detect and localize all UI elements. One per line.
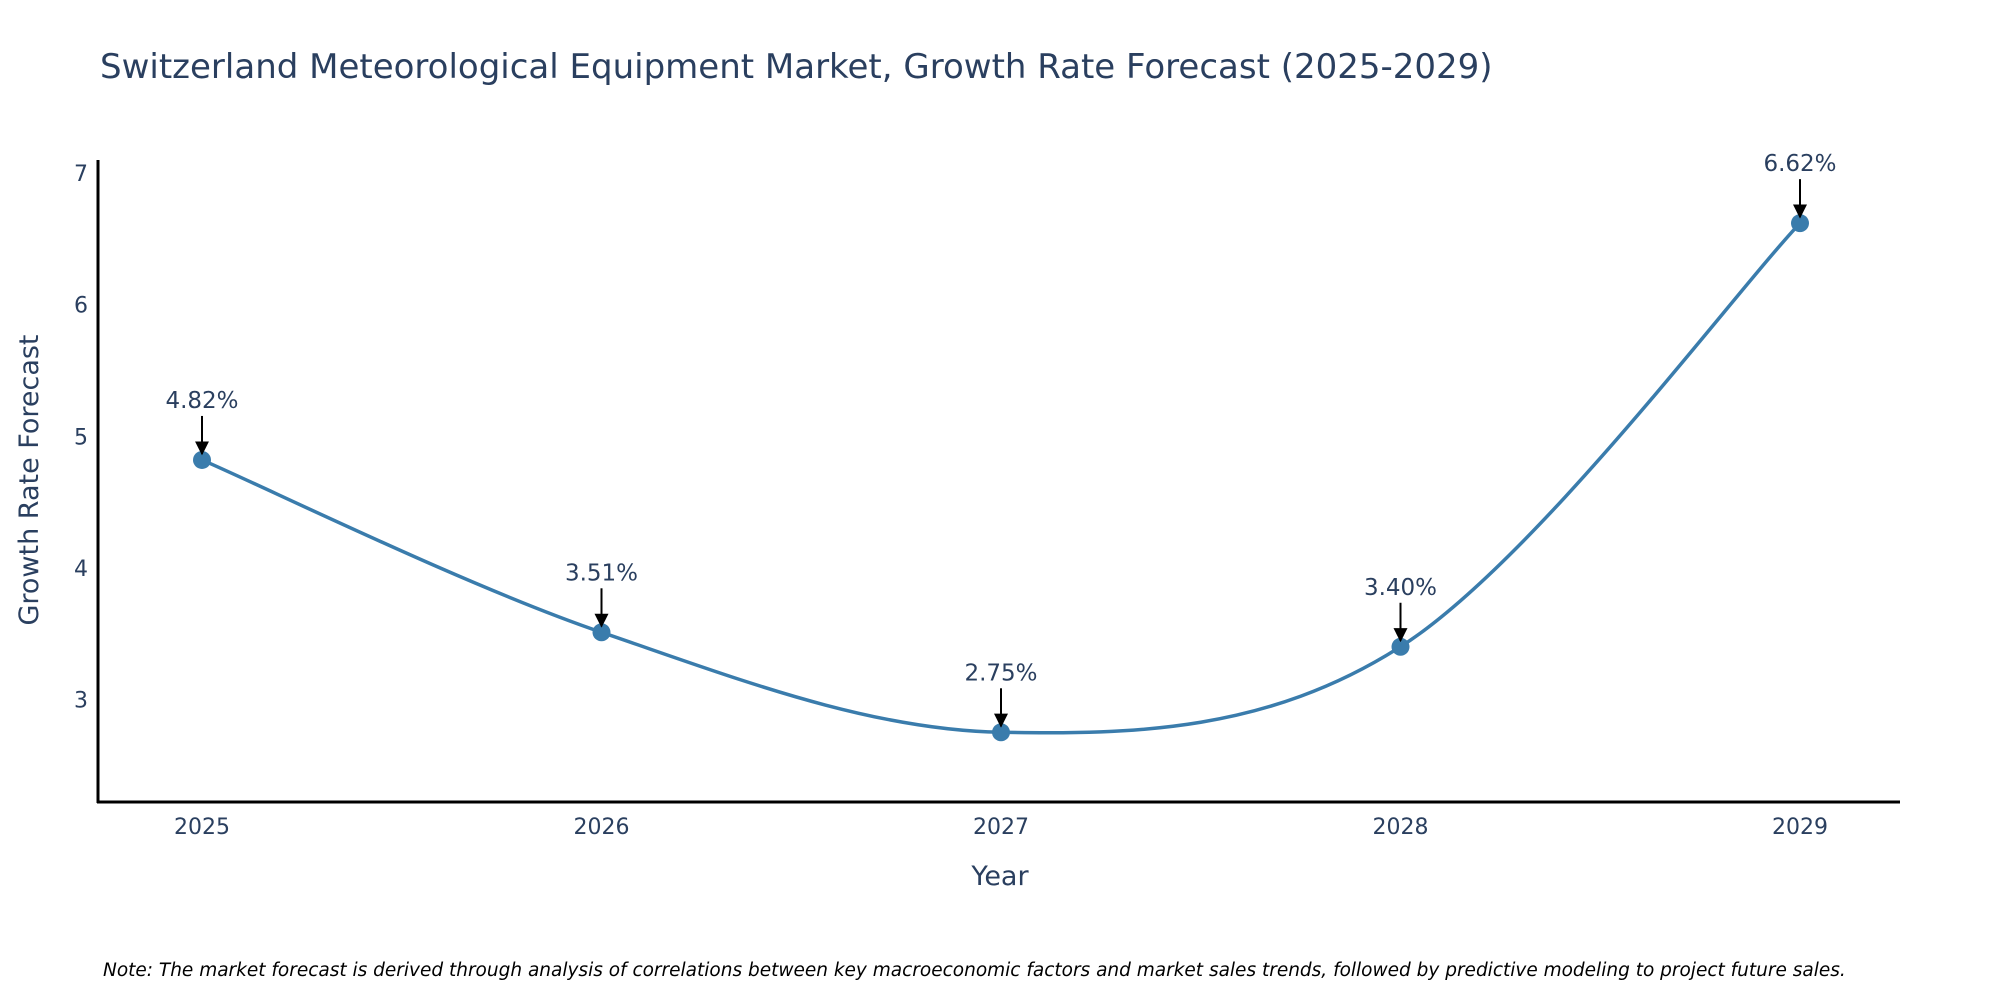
footnote: Note: The market forecast is derived thr…	[103, 960, 1846, 981]
x-tick-label: 2027	[973, 815, 1029, 840]
x-tick-label: 2026	[574, 815, 630, 840]
data-points	[193, 214, 1809, 742]
y-tick-label: 7	[74, 162, 88, 187]
x-tick-label: 2029	[1772, 815, 1828, 840]
axes	[96, 160, 1900, 804]
data-label-text: 4.82%	[165, 388, 238, 414]
y-tick-label: 4	[74, 557, 88, 582]
data-point-marker	[193, 450, 211, 469]
data-label-annotation: 6.62%	[1763, 151, 1837, 219]
chart-title: Switzerland Meteorological Equipment Mar…	[100, 47, 1493, 87]
data-label-annotation: 3.40%	[1364, 575, 1437, 643]
data-label-annotation: 4.82%	[165, 388, 239, 456]
data-point-marker	[1391, 637, 1410, 656]
data-label-text: 2.75%	[964, 660, 1037, 686]
x-tick-label: 2028	[1373, 815, 1429, 840]
data-point-marker	[992, 723, 1010, 742]
data-label-annotation: 2.75%	[964, 660, 1038, 728]
y-tick-label: 5	[74, 425, 88, 450]
data-label-text: 6.62%	[1763, 151, 1836, 177]
x-tick-label: 2025	[174, 815, 230, 840]
y-axis-title: Growth Rate Forecast	[14, 334, 45, 625]
x-axis-ticks: 2025 2026 2027 2028 2029	[174, 815, 1828, 840]
y-tick-label: 6	[74, 294, 88, 319]
data-label-text: 3.51%	[565, 560, 638, 586]
y-tick-label: 3	[74, 688, 88, 713]
x-axis-title: Year	[970, 861, 1029, 892]
data-labels: 4.82% 3.51% 2.75% 3.40% 6.62%	[165, 151, 1837, 728]
data-label-text: 3.40%	[1364, 575, 1437, 601]
data-point-marker	[592, 623, 611, 642]
y-axis-ticks: 3 4 5 6 7	[74, 162, 88, 713]
data-label-annotation: 3.51%	[565, 560, 638, 628]
data-point-marker	[1791, 214, 1809, 233]
series-line	[201, 221, 1802, 735]
